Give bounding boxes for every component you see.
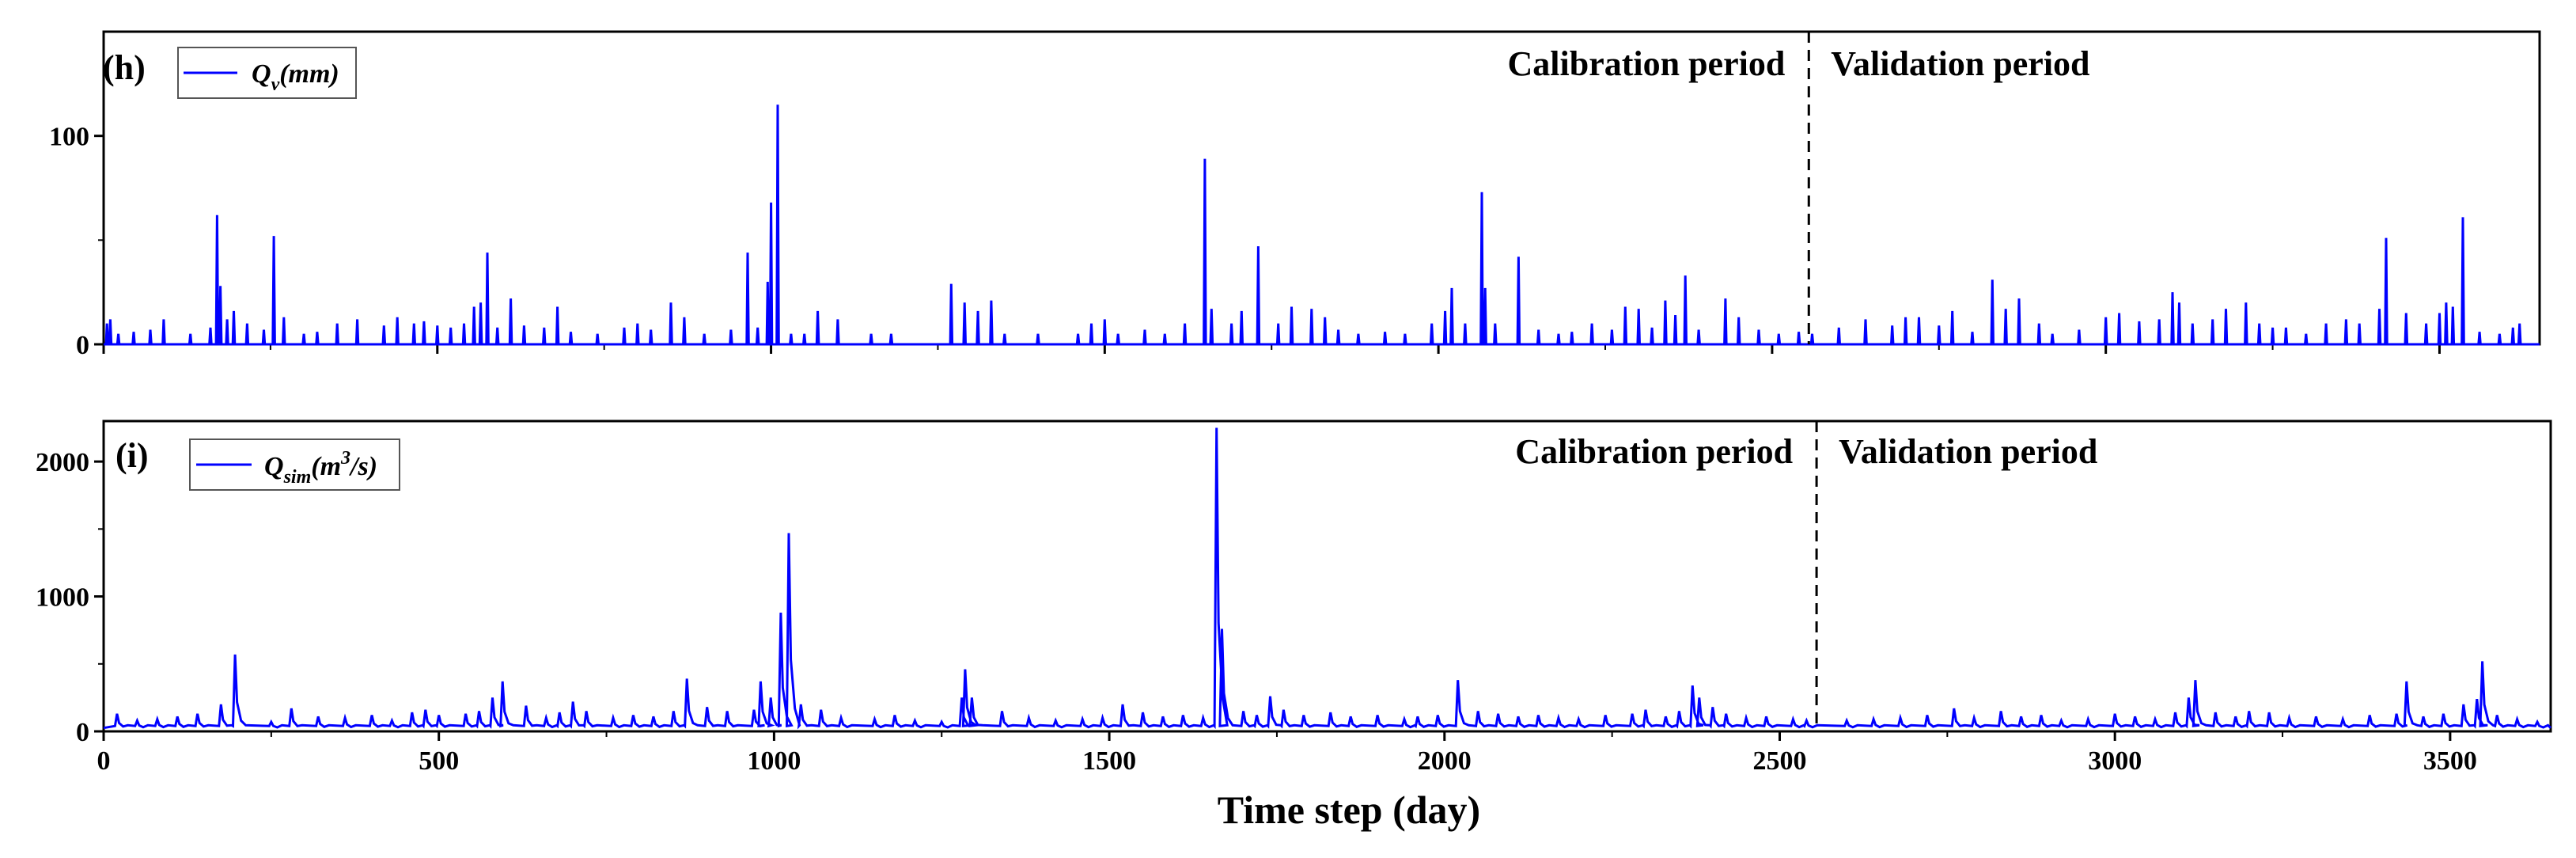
panel-i: 0 1000 2000 0 500 1000 1500 2000 2500 3000 3500 (… bbox=[36, 420, 2552, 776]
panel-i-series-line bbox=[103, 427, 2552, 730]
panel-i-legend-sub: sim bbox=[283, 467, 312, 488]
panel-i-x-ticks: 0 500 1000 1500 2000 2500 3000 3500 bbox=[97, 731, 2477, 776]
panel-i-x-tick-label: 1000 bbox=[747, 746, 801, 776]
panel-i-x-tick-label: 2000 bbox=[1418, 746, 1472, 776]
panel-h-validation-label: Validation period bbox=[1831, 44, 2089, 83]
panel-i-legend-sup: 3 bbox=[340, 448, 350, 469]
panel-i-x-tick-label: 2500 bbox=[1752, 746, 1806, 776]
panel-i-legend-rest: (m bbox=[311, 452, 341, 481]
panel-h-y-tick-label: 0 bbox=[76, 331, 89, 360]
panel-h-calibration-label: Calibration period bbox=[1508, 44, 1786, 83]
panel-h-x-ticks bbox=[102, 344, 2441, 354]
panel-h: 0 100 (h) Qv(mm) Calibration period Valid… bbox=[49, 30, 2541, 360]
panel-i-y-tick-label: 2000 bbox=[36, 448, 89, 477]
panel-i-x-tick-label: 3500 bbox=[2423, 746, 2477, 776]
x-axis-title: Time step (day) bbox=[1218, 788, 1480, 832]
panel-i-y-tick-label: 1000 bbox=[36, 583, 89, 613]
panel-i-label: (i) bbox=[116, 436, 149, 475]
panel-i-x-tick-label: 3000 bbox=[2088, 746, 2142, 776]
panel-i-validation-label: Validation period bbox=[1839, 432, 2097, 471]
panel-i-x-tick-label: 1500 bbox=[1082, 746, 1136, 776]
panel-h-legend-label: Qv(mm) bbox=[252, 59, 339, 95]
panel-i-frame bbox=[102, 420, 2552, 733]
panel-i-legend-label: Qsim(m3/s) bbox=[264, 448, 377, 488]
panel-h-label: (h) bbox=[103, 48, 146, 87]
panel-h-frame bbox=[102, 30, 2541, 346]
panel-h-legend-rest: (mm) bbox=[279, 59, 339, 89]
panel-i-calibration-label: Calibration period bbox=[1515, 432, 1793, 471]
panel-i-x-tick-label: 0 bbox=[97, 746, 111, 776]
panel-h-legend-sub: v bbox=[271, 74, 280, 95]
panel-i-legend-tail: /s) bbox=[348, 452, 377, 481]
panel-h-series-line bbox=[104, 104, 2540, 346]
panel-i-y-ticks: 0 1000 2000 bbox=[36, 448, 104, 747]
panel-h-y-tick-label: 100 bbox=[49, 123, 89, 152]
panel-i-x-tick-label: 500 bbox=[419, 746, 459, 776]
panel-i-y-tick-label: 0 bbox=[76, 718, 89, 747]
panel-h-y-ticks: 0 100 bbox=[49, 123, 104, 360]
panel-h-legend-box bbox=[177, 47, 357, 99]
panel-i-legend-base: Q bbox=[264, 452, 284, 481]
panel-h-legend-base: Q bbox=[252, 59, 271, 89]
